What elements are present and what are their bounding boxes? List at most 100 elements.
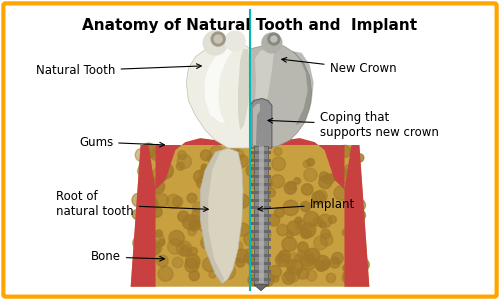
- Circle shape: [211, 32, 225, 46]
- Circle shape: [177, 154, 192, 169]
- Circle shape: [301, 223, 316, 237]
- Bar: [251, 206, 271, 209]
- Circle shape: [301, 255, 316, 270]
- Circle shape: [268, 33, 280, 45]
- Circle shape: [236, 155, 248, 167]
- Polygon shape: [186, 43, 250, 148]
- Circle shape: [214, 206, 227, 218]
- Circle shape: [298, 250, 306, 258]
- Circle shape: [250, 179, 260, 189]
- Circle shape: [176, 162, 184, 170]
- Circle shape: [287, 181, 296, 190]
- Circle shape: [178, 211, 188, 222]
- Circle shape: [155, 230, 162, 237]
- Circle shape: [222, 261, 228, 268]
- Circle shape: [188, 227, 196, 236]
- Circle shape: [298, 242, 308, 253]
- Circle shape: [344, 164, 357, 178]
- Circle shape: [244, 232, 258, 246]
- Circle shape: [215, 201, 222, 207]
- Circle shape: [356, 258, 370, 271]
- Circle shape: [189, 271, 200, 281]
- Circle shape: [318, 214, 332, 228]
- Circle shape: [315, 190, 328, 202]
- Circle shape: [204, 31, 227, 55]
- Polygon shape: [200, 148, 228, 284]
- Circle shape: [152, 167, 168, 182]
- Circle shape: [178, 151, 186, 160]
- Polygon shape: [252, 49, 274, 132]
- Circle shape: [287, 221, 302, 235]
- Circle shape: [202, 182, 211, 190]
- Circle shape: [192, 209, 201, 218]
- Circle shape: [180, 247, 190, 256]
- Circle shape: [207, 179, 216, 187]
- Circle shape: [198, 217, 212, 232]
- Polygon shape: [253, 103, 260, 145]
- Circle shape: [318, 176, 332, 189]
- Circle shape: [148, 241, 162, 254]
- Circle shape: [233, 195, 240, 202]
- Circle shape: [342, 272, 350, 279]
- Circle shape: [248, 259, 256, 266]
- Bar: [254, 146, 268, 285]
- Circle shape: [262, 33, 282, 53]
- Bar: [251, 214, 271, 218]
- Circle shape: [235, 194, 249, 208]
- Circle shape: [266, 188, 276, 197]
- Circle shape: [246, 248, 252, 254]
- Circle shape: [262, 261, 270, 269]
- Circle shape: [256, 183, 266, 192]
- Circle shape: [194, 170, 206, 183]
- Circle shape: [276, 253, 289, 267]
- Circle shape: [272, 276, 279, 282]
- Circle shape: [217, 245, 228, 256]
- Circle shape: [151, 206, 162, 217]
- Bar: [251, 199, 271, 202]
- Bar: [251, 278, 271, 281]
- Circle shape: [172, 257, 183, 268]
- Circle shape: [348, 200, 360, 213]
- Circle shape: [213, 201, 222, 210]
- Bar: [251, 175, 271, 178]
- Circle shape: [228, 256, 236, 264]
- Circle shape: [182, 215, 197, 230]
- Bar: [251, 222, 271, 225]
- Polygon shape: [204, 48, 232, 123]
- Circle shape: [146, 242, 160, 256]
- Polygon shape: [130, 145, 156, 287]
- Circle shape: [216, 181, 228, 194]
- Circle shape: [300, 228, 311, 239]
- Circle shape: [278, 257, 284, 263]
- Circle shape: [356, 154, 364, 162]
- Polygon shape: [200, 148, 243, 284]
- Circle shape: [228, 196, 244, 211]
- Circle shape: [136, 225, 151, 239]
- Circle shape: [208, 227, 216, 235]
- Circle shape: [186, 254, 200, 268]
- Circle shape: [320, 221, 326, 228]
- Circle shape: [144, 252, 152, 259]
- Circle shape: [169, 230, 184, 246]
- Bar: [251, 246, 271, 249]
- Circle shape: [139, 161, 149, 172]
- Circle shape: [288, 260, 302, 275]
- Circle shape: [272, 157, 285, 171]
- Polygon shape: [344, 145, 370, 287]
- Circle shape: [320, 233, 333, 246]
- Circle shape: [154, 194, 168, 207]
- Circle shape: [140, 213, 147, 220]
- Circle shape: [142, 236, 150, 244]
- Circle shape: [200, 167, 212, 178]
- Circle shape: [348, 221, 358, 231]
- Circle shape: [294, 255, 302, 262]
- Circle shape: [297, 268, 308, 279]
- Circle shape: [188, 219, 200, 230]
- Circle shape: [140, 201, 148, 209]
- Circle shape: [214, 242, 230, 256]
- Circle shape: [166, 194, 180, 208]
- Bar: [251, 230, 271, 233]
- Circle shape: [344, 274, 354, 285]
- Polygon shape: [130, 145, 370, 287]
- Circle shape: [339, 146, 351, 158]
